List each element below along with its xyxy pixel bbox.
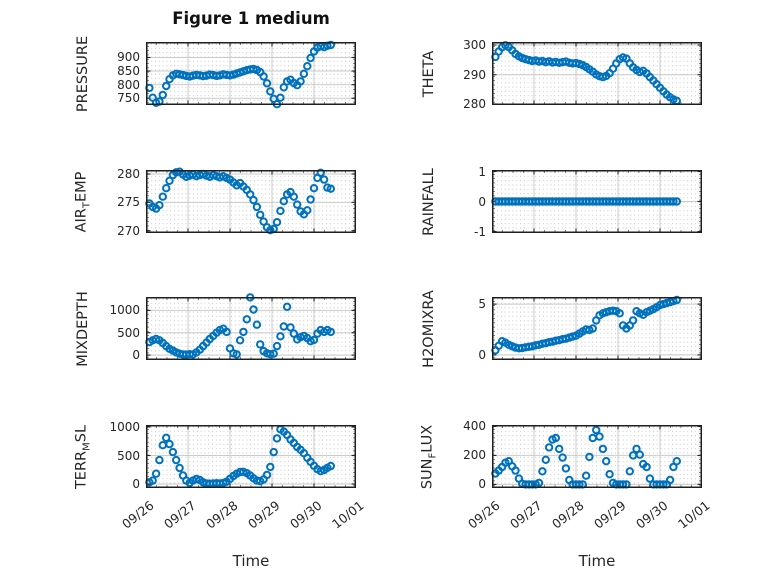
x-tick-label: 09/29 — [590, 497, 629, 532]
y-tick-label-air-temp: 280 — [117, 166, 140, 181]
ylabel-text: THETA — [421, 50, 437, 97]
axes-box — [146, 425, 356, 488]
ylabel-text: TERR — [73, 450, 90, 489]
y-tick-label-pressure: 750 — [117, 91, 140, 106]
x-tick-label: 09/27 — [506, 497, 545, 532]
axes-mixdepth — [145, 293, 356, 360]
axes-theta — [491, 41, 702, 105]
x-tick-label: 10/01 — [674, 497, 713, 532]
ylabel-text: SL — [73, 424, 90, 442]
ylabel-text: LUX — [419, 424, 436, 453]
ylabel-text: H2OMIXRA — [421, 289, 437, 368]
x-tick-label: 09/28 — [202, 497, 241, 532]
axes-sun-flux — [491, 425, 702, 489]
y-tick-label-h2omixra: 0 — [478, 347, 486, 362]
x-tick-label: 09/30 — [632, 497, 671, 532]
y-tick-label-theta: 290 — [463, 67, 486, 82]
ylabel-text: SUN — [419, 458, 436, 489]
x-axis-label-left: Time — [232, 552, 270, 570]
y-tick-label-mixdepth: 500 — [117, 325, 140, 340]
y-axis-label-pressure: PRESSURE — [75, 35, 91, 111]
y-tick-label-sun-flux: 400 — [463, 419, 486, 434]
axes-box — [492, 170, 702, 233]
y-axis-label-air-temp: AIRTEMP — [74, 171, 93, 232]
ylabel-text: EMP — [73, 171, 90, 202]
y-tick-label-terr-msl: 1000 — [109, 419, 140, 434]
y-tick-label-air-temp: 275 — [117, 195, 140, 210]
data-markers — [491, 197, 682, 206]
y-tick-label-rainfall: 1 — [478, 164, 486, 179]
ylabel-subscript: M — [81, 441, 93, 451]
y-tick-label-terr-msl: 0 — [132, 477, 140, 491]
ylabel-text: PRESSURE — [75, 35, 91, 112]
x-tick-label: 09/28 — [548, 497, 587, 532]
axes-air-temp — [145, 167, 356, 235]
y-tick-label-mixdepth: 0 — [132, 348, 140, 363]
y-axis-label-sun-flux: SUNFLUX — [420, 424, 439, 488]
ylabel-text: RAINFALL — [421, 167, 437, 236]
y-tick-label-mixdepth: 1000 — [109, 303, 140, 318]
y-axis-label-mixdepth: MIXDEPTH — [75, 291, 91, 367]
y-tick-label-theta: 280 — [463, 97, 486, 112]
y-tick-label-rainfall: -1 — [474, 224, 486, 239]
data-markers — [145, 40, 336, 109]
y-axis-label-terr-msl: TERRMSL — [74, 424, 93, 488]
x-axis-label-right: Time — [578, 552, 616, 570]
axes-terr-msl — [145, 425, 356, 488]
axes-box — [492, 42, 702, 105]
x-tick-label: 10/01 — [328, 497, 367, 532]
data-markers — [145, 167, 336, 235]
axes-box — [146, 42, 356, 105]
y-tick-label-terr-msl: 500 — [117, 448, 140, 463]
x-tick-label: 09/29 — [244, 497, 283, 532]
x-tick-label: 09/26 — [118, 497, 157, 532]
figure-title: Figure 1 medium — [172, 9, 330, 28]
axes-box — [492, 425, 702, 488]
y-tick-label-sun-flux: 200 — [463, 448, 486, 463]
axes-box — [492, 297, 702, 360]
ylabel-text: AIR — [73, 207, 90, 232]
axes-box — [146, 297, 356, 360]
x-tick-label: 09/26 — [464, 497, 503, 532]
major-ticks — [146, 171, 356, 232]
axes-box — [146, 170, 356, 233]
y-axis-label-theta: THETA — [421, 50, 437, 97]
y-tick-label-rainfall: 0 — [478, 194, 486, 209]
ylabel-subscript: T — [81, 201, 93, 208]
y-axis-label-rainfall: RAINFALL — [421, 168, 437, 236]
ylabel-text: MIXDEPTH — [75, 290, 91, 367]
x-tick-label: 09/30 — [286, 497, 325, 532]
x-tick-label: 09/27 — [160, 497, 199, 532]
y-axis-label-h2omixra: H2OMIXRA — [421, 290, 437, 368]
axes-pressure — [145, 40, 356, 109]
y-tick-label-pressure: 850 — [117, 64, 140, 79]
data-markers — [145, 293, 336, 359]
data-markers — [491, 295, 682, 355]
y-tick-label-pressure: 800 — [117, 77, 140, 92]
axes-rainfall — [491, 170, 702, 233]
data-markers — [491, 41, 682, 105]
y-tick-label-air-temp: 270 — [117, 223, 140, 238]
y-tick-label-sun-flux: 0 — [478, 477, 486, 492]
y-tick-label-h2omixra: 5 — [478, 297, 486, 312]
y-tick-label-pressure: 900 — [117, 50, 140, 65]
y-tick-label-theta: 300 — [463, 37, 486, 52]
axes-h2omixra — [491, 295, 702, 360]
